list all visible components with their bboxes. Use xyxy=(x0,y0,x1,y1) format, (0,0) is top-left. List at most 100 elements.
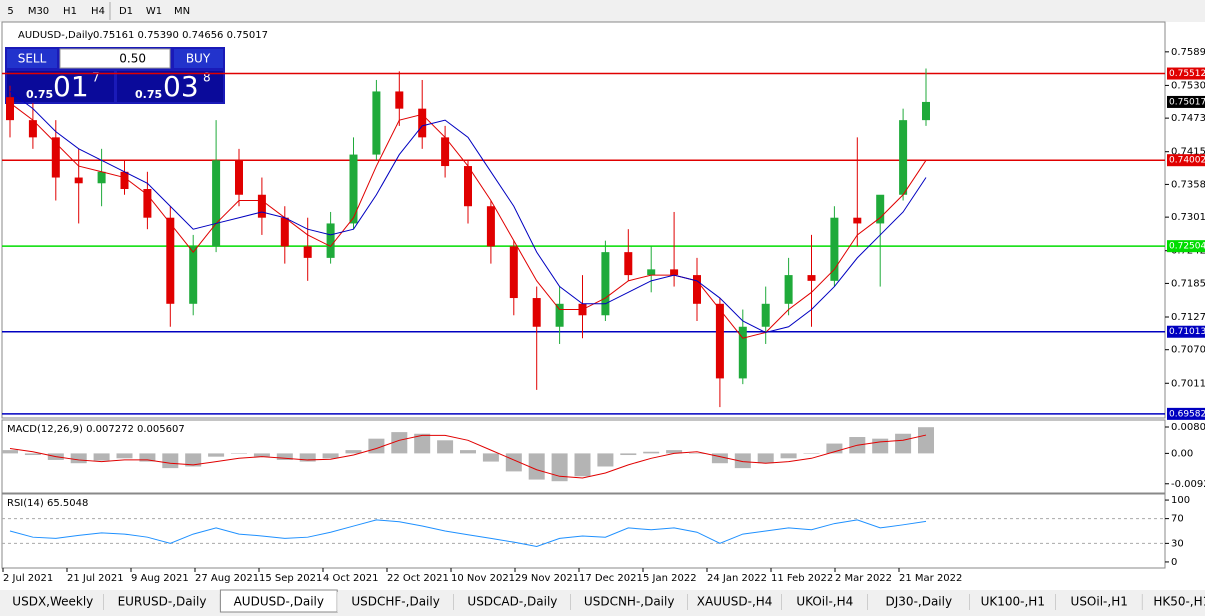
timeframe-button[interactable]: MN xyxy=(174,6,190,17)
candle-body xyxy=(441,137,450,167)
tab[interactable] xyxy=(1056,592,1143,612)
candle-body xyxy=(715,303,724,379)
y-tick-label: 70 xyxy=(1171,514,1184,525)
y-tick-label: 0.71855 xyxy=(1171,278,1205,289)
level-tag xyxy=(1167,407,1205,420)
candle-body xyxy=(486,206,495,247)
tab[interactable] xyxy=(781,592,868,612)
macd-bar xyxy=(414,433,431,454)
candle-body xyxy=(166,217,175,304)
sell-label: SELL xyxy=(18,52,47,66)
toolbar xyxy=(0,0,1205,22)
chart-info: 0.75161 0.75390 0.74656 0.75017 xyxy=(93,30,268,41)
candle-body xyxy=(555,303,564,327)
candle-body xyxy=(418,108,427,138)
x-tick-label: 17 Dec 2021 xyxy=(579,573,643,584)
candle-body xyxy=(395,91,404,109)
candle-body xyxy=(257,194,266,218)
x-tick-label: 29 Nov 2021 xyxy=(515,573,579,584)
candle-body xyxy=(876,194,885,224)
timeframe-button[interactable]: H1 xyxy=(63,6,77,17)
macd-bar xyxy=(872,438,889,454)
macd-bar xyxy=(666,450,683,454)
candle-body xyxy=(74,177,83,184)
macd-bar xyxy=(276,453,293,460)
timeframe-button[interactable]: W1 xyxy=(146,6,162,17)
candle-body xyxy=(212,160,221,247)
macd-bar xyxy=(437,440,454,454)
candle-body xyxy=(647,269,656,276)
x-tick-label: 4 Oct 2021 xyxy=(323,573,378,584)
x-tick-label: 9 Aug 2021 xyxy=(131,573,189,584)
macd-bar xyxy=(345,450,362,454)
candle-body xyxy=(830,217,839,281)
lot-value: 0.50 xyxy=(119,52,146,66)
macd-bar xyxy=(299,453,316,462)
macd-bar xyxy=(574,453,591,477)
tab[interactable] xyxy=(687,592,782,612)
candle-body xyxy=(235,160,243,195)
x-tick-label: 5 Jan 2022 xyxy=(643,573,697,584)
macd-bar xyxy=(162,453,179,469)
rsi-panel xyxy=(1,493,1166,569)
macd-bar xyxy=(711,453,728,464)
macd-bar xyxy=(253,453,270,457)
macd-bar xyxy=(70,453,87,464)
tab[interactable] xyxy=(103,592,221,612)
tab[interactable] xyxy=(1142,592,1205,612)
macd-bar xyxy=(93,453,110,461)
candle-body xyxy=(738,326,747,379)
tab-label: UKOil-,H4 xyxy=(796,595,853,609)
bid-big: 01 xyxy=(53,70,89,103)
level-label: 0.74002 xyxy=(1169,156,1205,166)
macd-bar xyxy=(2,450,18,454)
tab[interactable] xyxy=(969,592,1056,612)
macd-bar xyxy=(185,453,202,467)
bid-prefix: 0.75 xyxy=(26,88,53,101)
macd-bar xyxy=(139,453,156,462)
macd-bar xyxy=(780,453,797,459)
timeframe-button[interactable]: M30 xyxy=(28,6,49,17)
candle-body xyxy=(853,217,862,224)
candle-body xyxy=(51,137,60,178)
level-label: 0.72504 xyxy=(1169,242,1205,252)
price-plot xyxy=(2,68,1165,415)
tab[interactable] xyxy=(337,592,454,612)
tab[interactable] xyxy=(868,592,970,612)
tab[interactable] xyxy=(2,592,104,612)
buy-label: BUY xyxy=(186,52,211,66)
buy-button[interactable] xyxy=(174,49,223,68)
macd-bar xyxy=(689,453,705,454)
candle-body xyxy=(349,154,358,224)
lot-input[interactable] xyxy=(59,48,171,69)
sell-button[interactable] xyxy=(7,49,57,68)
y-tick-label: 0.00 xyxy=(1171,448,1193,459)
candle-body xyxy=(280,217,289,247)
macd-bar xyxy=(895,433,912,454)
tab-label: USDCHF-,Daily xyxy=(351,595,439,609)
candle-body xyxy=(509,246,518,299)
timeframe-button[interactable]: D1 xyxy=(119,6,133,17)
tab[interactable] xyxy=(570,592,688,612)
candle-body xyxy=(761,303,770,327)
macd-bar xyxy=(322,453,339,459)
candle-body xyxy=(693,275,701,304)
trade-panel: SELL 0.50 BUY 0.75 01 7 0.75 03 8 xyxy=(5,47,225,104)
tab-label: DJ30-,Daily xyxy=(886,595,953,609)
level-tag xyxy=(1167,240,1205,253)
x-tick-label: 21 Jul 2021 xyxy=(67,573,124,584)
timeframe-button[interactable]: H4 xyxy=(91,6,105,17)
candle-body xyxy=(97,171,106,184)
x-tick-label: 11 Feb 2022 xyxy=(771,573,833,584)
macd-bar xyxy=(391,432,408,454)
macd-bar xyxy=(597,453,614,467)
tab[interactable] xyxy=(454,592,571,612)
timeframe-button[interactable]: 5 xyxy=(7,6,13,17)
y-tick-label: 0.008061 xyxy=(1171,422,1205,433)
